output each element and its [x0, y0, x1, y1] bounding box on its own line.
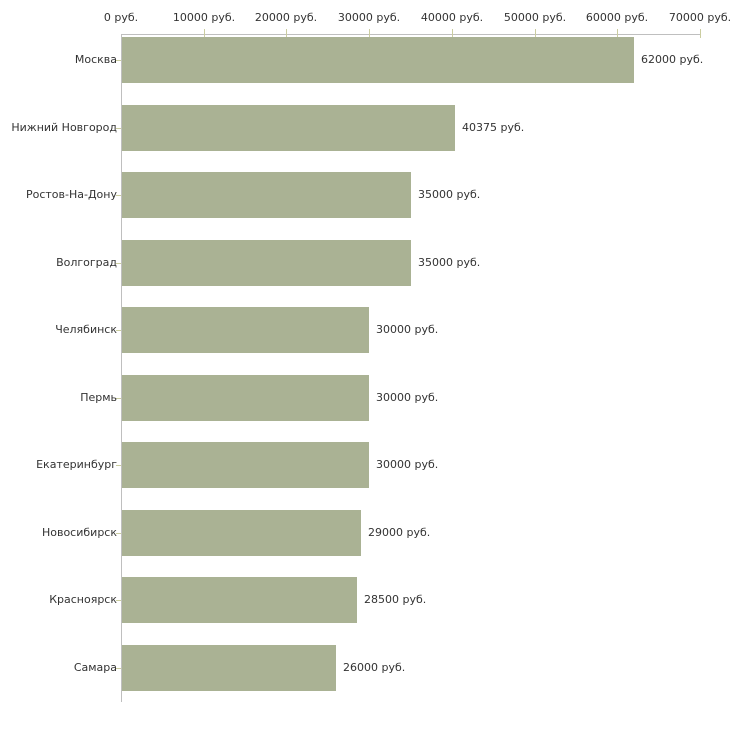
x-axis-tick: [452, 29, 453, 38]
x-axis-tick-label: 70000 руб.: [668, 11, 730, 24]
x-axis-tick-label: 30000 руб.: [337, 11, 401, 24]
x-axis-tick-label: 60000 руб.: [585, 11, 649, 24]
category-label: Волгоград: [56, 256, 117, 269]
category-label: Пермь: [80, 391, 117, 404]
category-tick: [116, 330, 121, 331]
value-label: 30000 руб.: [376, 458, 439, 471]
x-axis-tick: [535, 29, 536, 38]
value-label: 28500 руб.: [364, 593, 427, 606]
category-tick: [116, 668, 121, 669]
value-label: 30000 руб.: [376, 391, 439, 404]
bar: [122, 37, 634, 83]
category-label: Красноярск: [49, 593, 117, 606]
x-axis-line: [121, 34, 700, 35]
x-axis-tick: [286, 29, 287, 38]
x-axis-tick: [617, 29, 618, 38]
value-label: 29000 руб.: [368, 526, 431, 539]
bar: [122, 510, 361, 556]
bar: [122, 307, 369, 353]
bar: [122, 645, 336, 691]
value-label: 35000 руб.: [418, 256, 481, 269]
category-tick: [116, 263, 121, 264]
x-axis-tick: [369, 29, 370, 38]
value-label: 26000 руб.: [343, 661, 406, 674]
category-tick: [116, 465, 121, 466]
category-label: Новосибирск: [41, 526, 117, 539]
category-tick: [116, 398, 121, 399]
category-label: Ростов-На-Дону: [25, 188, 117, 201]
category-tick: [116, 128, 121, 129]
category-tick: [116, 60, 121, 61]
value-label: 30000 руб.: [376, 323, 439, 336]
x-axis-tick-label: 0 руб.: [103, 11, 139, 24]
bar: [122, 375, 369, 421]
bar: [122, 240, 411, 286]
category-label: Челябинск: [55, 323, 117, 336]
y-axis-line: [121, 34, 122, 702]
bar: [122, 105, 455, 151]
category-label: Москва: [74, 53, 117, 66]
category-tick: [116, 195, 121, 196]
x-axis-tick-label: 50000 руб.: [503, 11, 567, 24]
x-axis-tick-label: 20000 руб.: [254, 11, 318, 24]
x-axis-tick-label: 10000 руб.: [172, 11, 236, 24]
bar: [122, 577, 357, 623]
value-label: 40375 руб.: [462, 121, 525, 134]
category-label: Екатеринбург: [36, 458, 117, 471]
x-axis-tick: [700, 29, 701, 38]
value-label: 62000 руб.: [641, 53, 704, 66]
category-label: Нижний Новгород: [11, 121, 117, 134]
value-label: 35000 руб.: [418, 188, 481, 201]
bar: [122, 442, 369, 488]
category-tick: [116, 533, 121, 534]
bar: [122, 172, 411, 218]
x-axis-tick-label: 40000 руб.: [420, 11, 484, 24]
category-tick: [116, 600, 121, 601]
x-axis-tick: [204, 29, 205, 38]
category-label: Самара: [73, 661, 117, 674]
